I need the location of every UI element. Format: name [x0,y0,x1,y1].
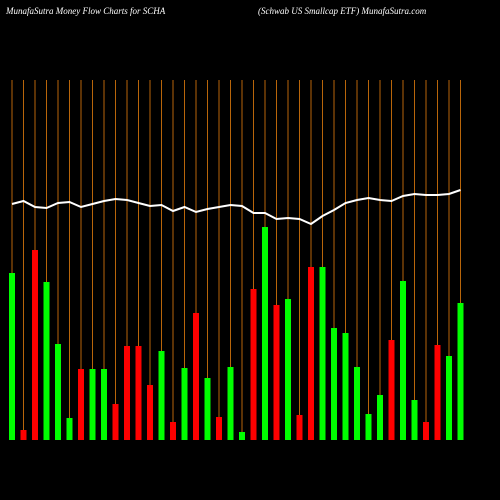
bar [158,351,165,440]
bar [423,422,429,440]
bar [43,282,50,440]
bar [262,227,268,440]
bar [273,305,280,440]
bar [135,346,142,440]
bar [89,369,96,440]
bar [365,414,372,440]
bar [147,385,153,440]
bar [331,328,337,440]
bar [112,404,119,440]
price-line [11,189,461,226]
bar [78,369,84,440]
bar [296,415,303,440]
chart-title: MunafaSutra Money Flow Charts for SCHA [5,6,166,16]
bar [400,281,406,440]
bar [250,289,257,440]
bar [66,418,73,440]
bar [227,367,234,440]
bar [124,346,130,440]
bar [308,267,314,440]
bar [434,345,441,440]
bar [285,299,291,440]
bar [216,417,222,440]
bar [354,367,360,440]
bar [193,313,199,440]
bar [457,303,464,440]
bar [32,250,38,440]
bar [9,273,15,440]
bar [446,356,452,440]
chart-subtitle: (Schwab US Smallcap ETF) MunafaSutra.com [258,6,427,16]
bar [377,395,383,440]
bar [20,430,27,440]
bar [101,369,107,440]
bar [319,267,326,440]
bar [204,378,211,440]
bar [388,340,395,440]
bar [411,400,418,440]
bar [239,432,245,440]
bar [55,344,61,440]
bar [342,333,349,440]
bar [170,422,176,440]
bar [181,368,188,440]
